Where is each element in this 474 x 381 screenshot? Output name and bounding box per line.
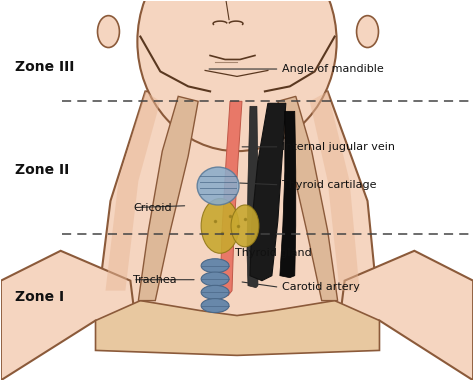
- Text: Zone I: Zone I: [15, 290, 64, 304]
- Polygon shape: [247, 106, 258, 288]
- Polygon shape: [138, 96, 198, 301]
- Ellipse shape: [201, 199, 239, 253]
- Text: Thyroid gland: Thyroid gland: [235, 248, 311, 258]
- Text: Carotid artery: Carotid artery: [282, 282, 360, 292]
- Polygon shape: [280, 111, 296, 278]
- Text: Zone II: Zone II: [15, 163, 69, 177]
- Polygon shape: [96, 91, 380, 320]
- Ellipse shape: [356, 16, 378, 48]
- Ellipse shape: [201, 259, 229, 273]
- Text: Internal jugular vein: Internal jugular vein: [282, 142, 395, 152]
- Polygon shape: [1, 251, 136, 380]
- Ellipse shape: [98, 16, 119, 48]
- Ellipse shape: [137, 0, 337, 151]
- Text: Cricoid: Cricoid: [133, 203, 172, 213]
- Ellipse shape: [201, 272, 229, 286]
- Polygon shape: [220, 101, 242, 296]
- Text: Thyroid cartilage: Thyroid cartilage: [282, 180, 376, 190]
- Polygon shape: [250, 103, 286, 281]
- Ellipse shape: [231, 205, 259, 247]
- Polygon shape: [96, 301, 380, 355]
- Ellipse shape: [201, 285, 229, 299]
- Text: Zone III: Zone III: [15, 60, 74, 74]
- Polygon shape: [106, 91, 160, 291]
- Polygon shape: [310, 91, 360, 291]
- Ellipse shape: [201, 299, 229, 312]
- Ellipse shape: [197, 167, 239, 205]
- Polygon shape: [278, 96, 337, 301]
- Text: Trachea: Trachea: [133, 275, 177, 285]
- Polygon shape: [340, 251, 473, 380]
- Text: Angle of mandible: Angle of mandible: [282, 64, 383, 74]
